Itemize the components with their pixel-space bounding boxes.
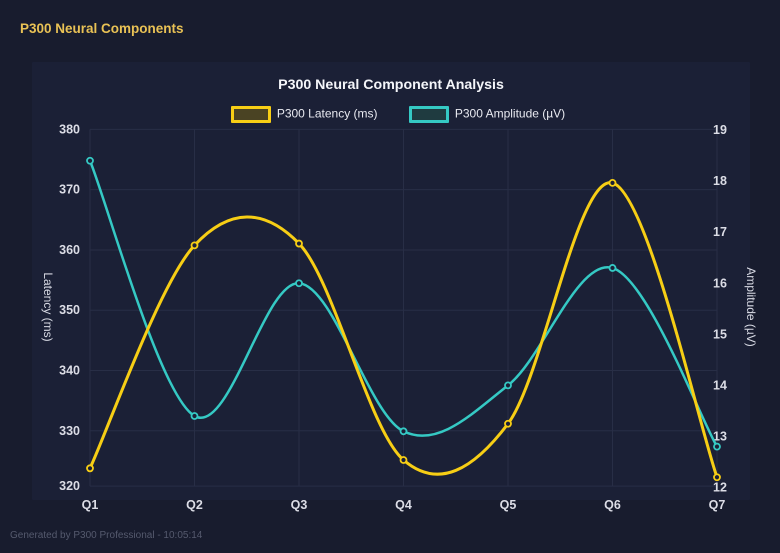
svg-text:360: 360	[59, 243, 80, 257]
svg-text:16: 16	[713, 276, 727, 290]
svg-text:Amplitude (µV): Amplitude (µV)	[744, 267, 758, 347]
svg-text:19: 19	[713, 123, 727, 137]
svg-text:Q5: Q5	[500, 498, 517, 512]
svg-text:380: 380	[59, 122, 80, 136]
svg-text:Q6: Q6	[604, 498, 621, 512]
svg-text:Q3: Q3	[291, 498, 308, 512]
svg-text:Q4: Q4	[395, 498, 412, 512]
svg-text:Latency (ms): Latency (ms)	[41, 272, 55, 341]
svg-text:Q7: Q7	[709, 498, 726, 512]
svg-text:340: 340	[59, 364, 80, 378]
svg-text:350: 350	[59, 303, 80, 317]
svg-text:320: 320	[59, 479, 80, 493]
svg-text:370: 370	[59, 183, 80, 197]
svg-text:18: 18	[713, 174, 727, 188]
svg-text:17: 17	[713, 225, 727, 239]
svg-text:Q2: Q2	[186, 498, 203, 512]
svg-text:Q1: Q1	[82, 498, 99, 512]
svg-text:14: 14	[713, 378, 727, 392]
svg-text:12: 12	[713, 480, 727, 494]
svg-text:330: 330	[59, 424, 80, 438]
svg-text:15: 15	[713, 327, 727, 341]
